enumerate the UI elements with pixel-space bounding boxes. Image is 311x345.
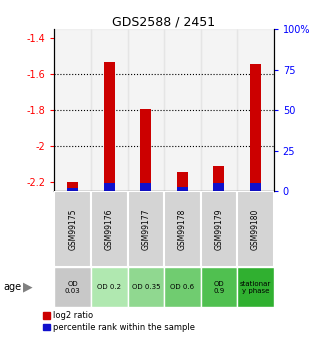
Bar xyxy=(91,29,128,191)
Text: ▶: ▶ xyxy=(23,281,33,294)
Text: GSM99180: GSM99180 xyxy=(251,209,260,250)
Bar xyxy=(104,184,115,191)
Text: stationar
y phase: stationar y phase xyxy=(240,281,271,294)
Bar xyxy=(91,191,128,267)
Text: OD 0.2: OD 0.2 xyxy=(97,284,121,290)
Bar xyxy=(177,172,188,191)
Bar xyxy=(201,267,237,307)
Text: GSM99176: GSM99176 xyxy=(105,209,114,250)
Bar xyxy=(128,267,164,307)
Text: GSM99178: GSM99178 xyxy=(178,209,187,250)
Bar xyxy=(164,191,201,267)
Text: OD 0.35: OD 0.35 xyxy=(132,284,160,290)
Bar xyxy=(140,184,151,191)
Bar xyxy=(213,184,224,191)
Bar xyxy=(213,166,224,191)
Text: GSM99175: GSM99175 xyxy=(68,209,77,250)
Title: GDS2588 / 2451: GDS2588 / 2451 xyxy=(113,15,216,28)
Text: OD 0.6: OD 0.6 xyxy=(170,284,194,290)
Bar xyxy=(91,267,128,307)
Text: GSM99177: GSM99177 xyxy=(141,209,150,250)
Bar xyxy=(250,63,261,191)
Text: OD
0.03: OD 0.03 xyxy=(65,281,81,294)
Bar xyxy=(104,62,115,191)
Bar xyxy=(164,267,201,307)
Bar xyxy=(54,191,91,267)
Bar xyxy=(128,191,164,267)
Bar xyxy=(67,188,78,191)
Bar xyxy=(237,267,274,307)
Legend: log2 ratio, percentile rank within the sample: log2 ratio, percentile rank within the s… xyxy=(43,311,195,332)
Bar xyxy=(237,191,274,267)
Bar xyxy=(67,183,78,191)
Bar xyxy=(128,29,164,191)
Bar xyxy=(237,29,274,191)
Bar xyxy=(177,187,188,191)
Bar xyxy=(54,29,91,191)
Text: OD
0.9: OD 0.9 xyxy=(213,281,225,294)
Text: GSM99179: GSM99179 xyxy=(214,209,223,250)
Bar xyxy=(201,29,237,191)
Bar xyxy=(250,184,261,191)
Bar xyxy=(164,29,201,191)
Bar xyxy=(54,267,91,307)
Bar xyxy=(140,109,151,191)
Bar xyxy=(201,191,237,267)
Text: age: age xyxy=(3,282,21,292)
